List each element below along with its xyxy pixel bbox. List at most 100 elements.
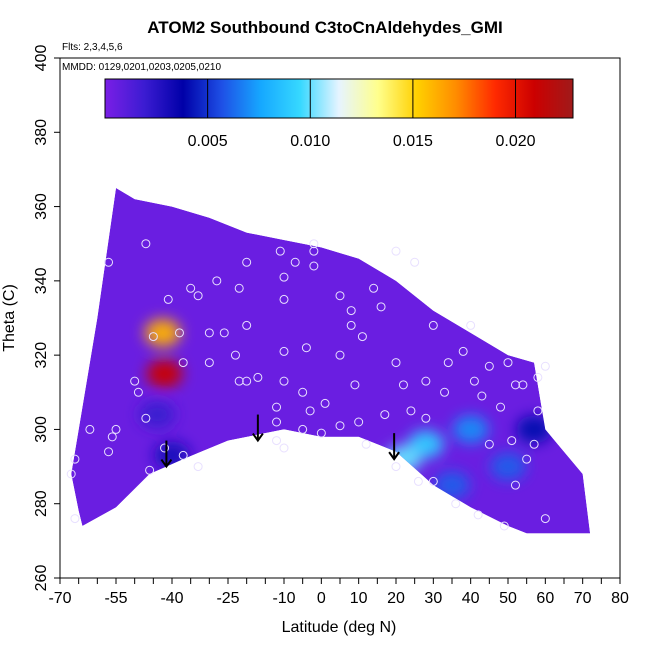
sample-point	[309, 239, 319, 249]
sample-point	[335, 350, 345, 360]
sample-point	[186, 283, 196, 293]
sample-point	[141, 239, 151, 249]
sample-point	[242, 376, 252, 386]
x-tick-label: 10	[350, 590, 368, 607]
sample-point	[346, 320, 356, 330]
sample-point	[160, 443, 170, 453]
sample-point	[421, 376, 431, 386]
sample-point	[174, 328, 184, 338]
sample-point	[335, 291, 345, 301]
sample-point	[316, 428, 326, 438]
sample-point	[540, 361, 550, 371]
sample-point	[391, 462, 401, 472]
y-tick-label: 300	[33, 416, 50, 443]
x-tick-label: 30	[424, 590, 442, 607]
sample-point	[510, 380, 520, 390]
sample-point	[421, 413, 431, 423]
sample-point	[466, 320, 476, 330]
sample-point	[141, 413, 151, 423]
sample-point	[272, 402, 282, 412]
x-tick-label: 60	[536, 590, 554, 607]
sample-point	[279, 272, 289, 282]
field-hotspot	[146, 359, 183, 388]
sample-point	[361, 439, 371, 449]
sample-point	[279, 376, 289, 386]
sample-point	[499, 521, 509, 531]
sample-point	[133, 387, 143, 397]
sample-point	[242, 320, 252, 330]
sample-point	[540, 514, 550, 524]
sample-point	[298, 424, 308, 434]
flights-note: Flts: 2,3,4,5,6	[62, 42, 123, 53]
chart-title: ATOM2 Southbound C3toCnAldehydes_GMI	[147, 18, 503, 37]
sample-point	[354, 417, 364, 427]
sample-point	[253, 372, 263, 382]
x-tick-label: -55	[104, 590, 127, 607]
x-tick-label: -10	[272, 590, 295, 607]
flight-arrows	[160, 414, 400, 469]
sample-point	[346, 306, 356, 316]
x-tick-label: 0	[317, 590, 326, 607]
y-tick-label: 400	[33, 45, 50, 72]
colorbar-tick-label: 0.015	[393, 133, 433, 150]
sample-point	[66, 469, 76, 479]
sample-point	[275, 246, 285, 256]
field-background	[71, 188, 591, 534]
sample-point	[193, 291, 203, 301]
sample-point	[335, 421, 345, 431]
x-tick-label: -70	[48, 590, 71, 607]
y-tick-label: 360	[33, 193, 50, 220]
sample-point	[391, 246, 401, 256]
sample-point	[533, 406, 543, 416]
colorbar-tick-label: 0.010	[290, 133, 330, 150]
x-tick-label: 80	[611, 590, 629, 607]
y-axis-label: Theta (C)	[1, 284, 18, 352]
flight-arrow-head	[160, 458, 173, 469]
field-hotspot	[434, 471, 470, 500]
sample-point	[518, 380, 528, 390]
x-tick-label: 20	[387, 590, 405, 607]
sample-point	[111, 424, 121, 434]
sample-point	[496, 402, 506, 412]
field-hotspot	[154, 441, 190, 470]
sample-point	[380, 410, 390, 420]
sample-point	[484, 439, 494, 449]
sample-point	[85, 424, 95, 434]
sample-point	[369, 283, 379, 293]
sample-point	[204, 358, 214, 368]
sample-point	[204, 328, 214, 338]
field-hotspot	[490, 452, 526, 481]
sample-point	[178, 358, 188, 368]
sample-point	[279, 443, 289, 453]
sample-point	[451, 499, 461, 509]
sample-point	[193, 462, 203, 472]
sample-point	[376, 302, 386, 312]
sample-point	[440, 387, 450, 397]
sample-point	[130, 376, 140, 386]
x-axis-label: Latitude (deg N)	[282, 619, 397, 636]
sample-point	[234, 283, 244, 293]
sample-point	[510, 480, 520, 490]
y-tick-label: 380	[33, 119, 50, 146]
x-tick-label: -40	[160, 590, 183, 607]
sample-point	[107, 432, 117, 442]
colorbar-ticks: 0.005 0.010 0.015 0.020	[188, 79, 536, 150]
sample-point	[70, 454, 80, 464]
sample-point	[533, 372, 543, 382]
sample-point	[104, 257, 114, 267]
sample-point	[503, 358, 513, 368]
sample-point	[309, 246, 319, 256]
sample-point	[428, 320, 438, 330]
sample-point	[443, 358, 453, 368]
x-tick-label: 50	[499, 590, 517, 607]
sample-point	[305, 406, 315, 416]
dates-note: MMDD: 0129,0201,0203,0205,0210	[62, 62, 222, 73]
sample-point	[410, 257, 420, 267]
x-tick-label: 40	[462, 590, 480, 607]
x-tick-label: 70	[574, 590, 592, 607]
sample-point	[219, 328, 229, 338]
field-hotspot	[452, 415, 489, 444]
sample-point	[145, 465, 155, 475]
sample-points	[66, 239, 550, 531]
